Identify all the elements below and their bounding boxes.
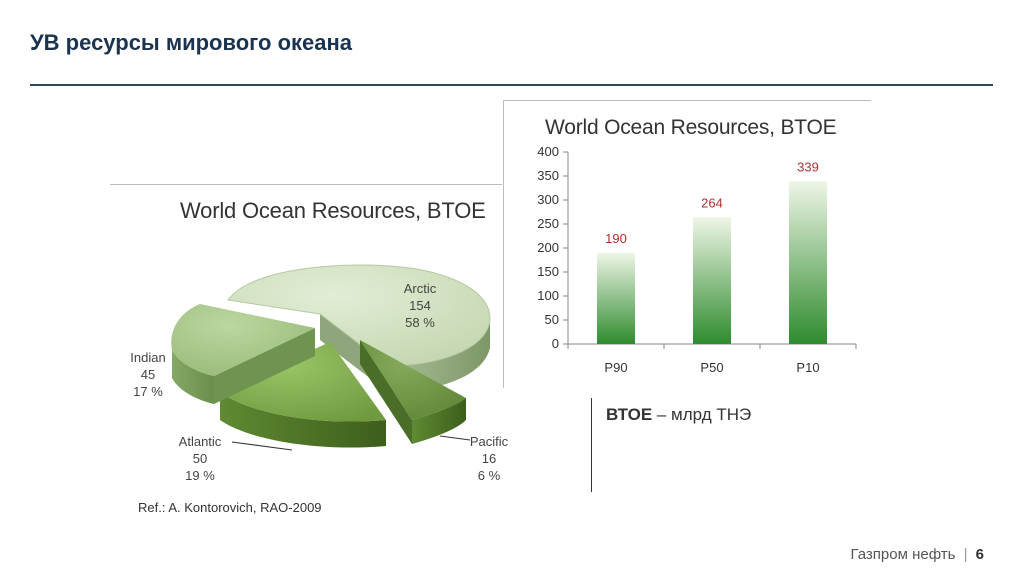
pie-frame-line: [110, 184, 502, 185]
unit-note: ВТОЕ – млрд ТНЭ: [606, 405, 751, 425]
pie-label-indian-value: 45: [140, 367, 156, 382]
pie-label-pacific: Pacific 16 6 %: [462, 433, 516, 484]
bar-frame-left-line: [503, 100, 504, 388]
x-category-label: P90: [604, 360, 627, 375]
pie-label-arctic: Arctic 154 58 %: [385, 280, 455, 331]
bar-frame-top-line: [503, 100, 871, 101]
x-category-label: P10: [796, 360, 819, 375]
bar-value-label: 264: [701, 195, 723, 210]
unit-note-abbr: ВТОЕ: [606, 405, 653, 424]
bar-p50: [693, 217, 731, 344]
note-divider: [591, 398, 592, 492]
y-tick-label: 300: [537, 192, 559, 207]
title-divider: [30, 84, 993, 86]
bar-p10: [789, 181, 827, 344]
pie-label-atlantic-value: 50: [192, 451, 208, 466]
pie-label-indian-percent: 17 %: [133, 384, 163, 399]
pie-chart-title: World Ocean Resources, BTOE: [180, 198, 486, 223]
unit-note-text: – млрд ТНЭ: [652, 405, 752, 424]
pie-label-arctic-value: 154: [409, 298, 431, 313]
pie-label-atlantic-name: Atlantic: [178, 434, 222, 449]
y-tick-label: 200: [537, 240, 559, 255]
footer: Газпром нефть | 6: [850, 546, 984, 563]
bar-chart: 0 50 100 150 200 250 300 350 400 190 P90 264 P50 339 P…: [537, 144, 857, 375]
pie-label-pacific-value: 16: [481, 451, 497, 466]
pie-slice-pacific: [360, 340, 466, 444]
bar-chart-title: World Ocean Resources, BTOE: [545, 116, 837, 139]
y-tick-label: 0: [552, 336, 559, 351]
x-category-label: P50: [700, 360, 723, 375]
pie-slice-atlantic: [220, 342, 386, 448]
y-tick-label: 250: [537, 216, 559, 231]
leader-line-atlantic: [231, 441, 293, 451]
pie-label-arctic-name: Arctic: [403, 281, 437, 296]
bar-value-label: 190: [605, 231, 627, 246]
y-tick-label: 400: [537, 144, 559, 159]
pie-label-atlantic: Atlantic 50 19 %: [168, 433, 232, 484]
pie-label-indian-name: Indian: [130, 350, 166, 365]
y-tick-label: 150: [537, 264, 559, 279]
y-tick-label: 350: [537, 168, 559, 183]
y-tick-label: 100: [537, 288, 559, 303]
pie-label-indian: Indian 45 17 %: [118, 349, 178, 400]
footer-separator: |: [963, 546, 968, 563]
pie-label-pacific-percent: 6 %: [477, 468, 501, 483]
page-number: 6: [975, 546, 984, 563]
footer-company: Газпром нефть: [850, 546, 956, 563]
bar-value-label: 339: [797, 159, 819, 174]
pie-label-pacific-name: Pacific: [469, 434, 509, 449]
pie-slice-indian: [171, 304, 315, 404]
pie-label-atlantic-percent: 19 %: [185, 468, 215, 483]
pie-label-arctic-percent: 58 %: [405, 315, 435, 330]
bar-p90: [597, 252, 635, 344]
leader-line-pacific: [439, 435, 471, 441]
reference-note: Ref.: A. Kontorovich, RAO-2009: [138, 500, 322, 515]
page-title: УВ ресурсы мирового океана: [30, 30, 353, 55]
y-tick-label: 50: [545, 312, 559, 327]
